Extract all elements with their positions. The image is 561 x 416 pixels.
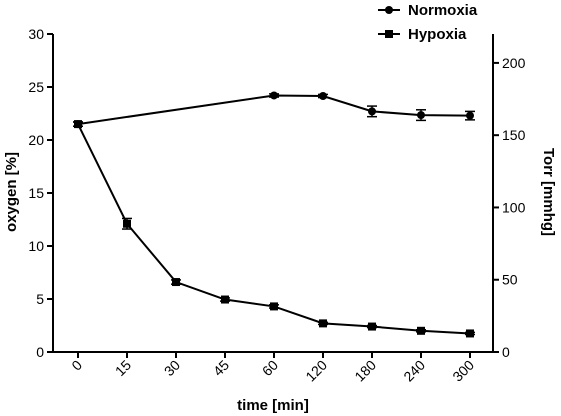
y-tick-label: 15 (28, 185, 44, 201)
data-point (368, 107, 376, 116)
x-tick-label: 0 (68, 357, 85, 374)
y2-tick-label: 200 (502, 55, 526, 71)
x-tick-label: 120 (302, 357, 330, 385)
y2-tick-label: 150 (502, 127, 526, 143)
legend: Normoxia Hypoxia (378, 2, 478, 43)
data-point (319, 319, 327, 328)
x-tick-label: 45 (210, 357, 232, 379)
series-layer (73, 91, 475, 338)
data-point (74, 120, 82, 129)
data-point (417, 111, 425, 120)
legend-marker (385, 6, 393, 14)
x-tick-label: 30 (161, 357, 183, 379)
y-tick-label: 30 (28, 26, 44, 42)
legend-label: Normoxia (408, 2, 478, 19)
data-point (368, 322, 376, 331)
series-normoxia (73, 91, 475, 129)
data-point (270, 91, 278, 100)
data-point (417, 326, 425, 335)
x-tick-label: 240 (400, 357, 428, 385)
series-line (77, 123, 471, 335)
x-tick-label: 300 (449, 357, 477, 385)
y-tick-label: 20 (28, 132, 44, 148)
data-point (270, 302, 278, 311)
y-tick-label: 5 (36, 291, 44, 307)
x-tick-label: 60 (259, 357, 281, 379)
data-point (466, 329, 474, 338)
y2-tick-label: 0 (502, 344, 510, 360)
legend-label: Hypoxia (408, 26, 467, 43)
data-point (123, 219, 131, 228)
y-tick-label: 10 (28, 238, 44, 254)
legend-marker (385, 30, 393, 38)
y-axis-title: oxygen [%] (3, 152, 20, 232)
y-tick-label: 0 (36, 344, 44, 360)
y2-tick-label: 50 (502, 272, 518, 288)
data-point (221, 295, 229, 304)
y-tick-label: 25 (28, 79, 44, 95)
series-hypoxia (73, 120, 475, 338)
x-tick-label: 180 (351, 357, 379, 385)
x-axis-title: time [min] (237, 397, 309, 414)
legend-item-normoxia: Normoxia (378, 2, 478, 19)
x-tick-label: 15 (112, 357, 134, 379)
data-point (466, 111, 474, 120)
data-point (172, 278, 180, 287)
data-point (319, 92, 327, 101)
legend-item-hypoxia: Hypoxia (378, 26, 467, 43)
series-line (77, 94, 471, 126)
y2-axis-title: Torr [mmhg] (540, 148, 557, 236)
y2-tick-label: 100 (502, 199, 526, 215)
